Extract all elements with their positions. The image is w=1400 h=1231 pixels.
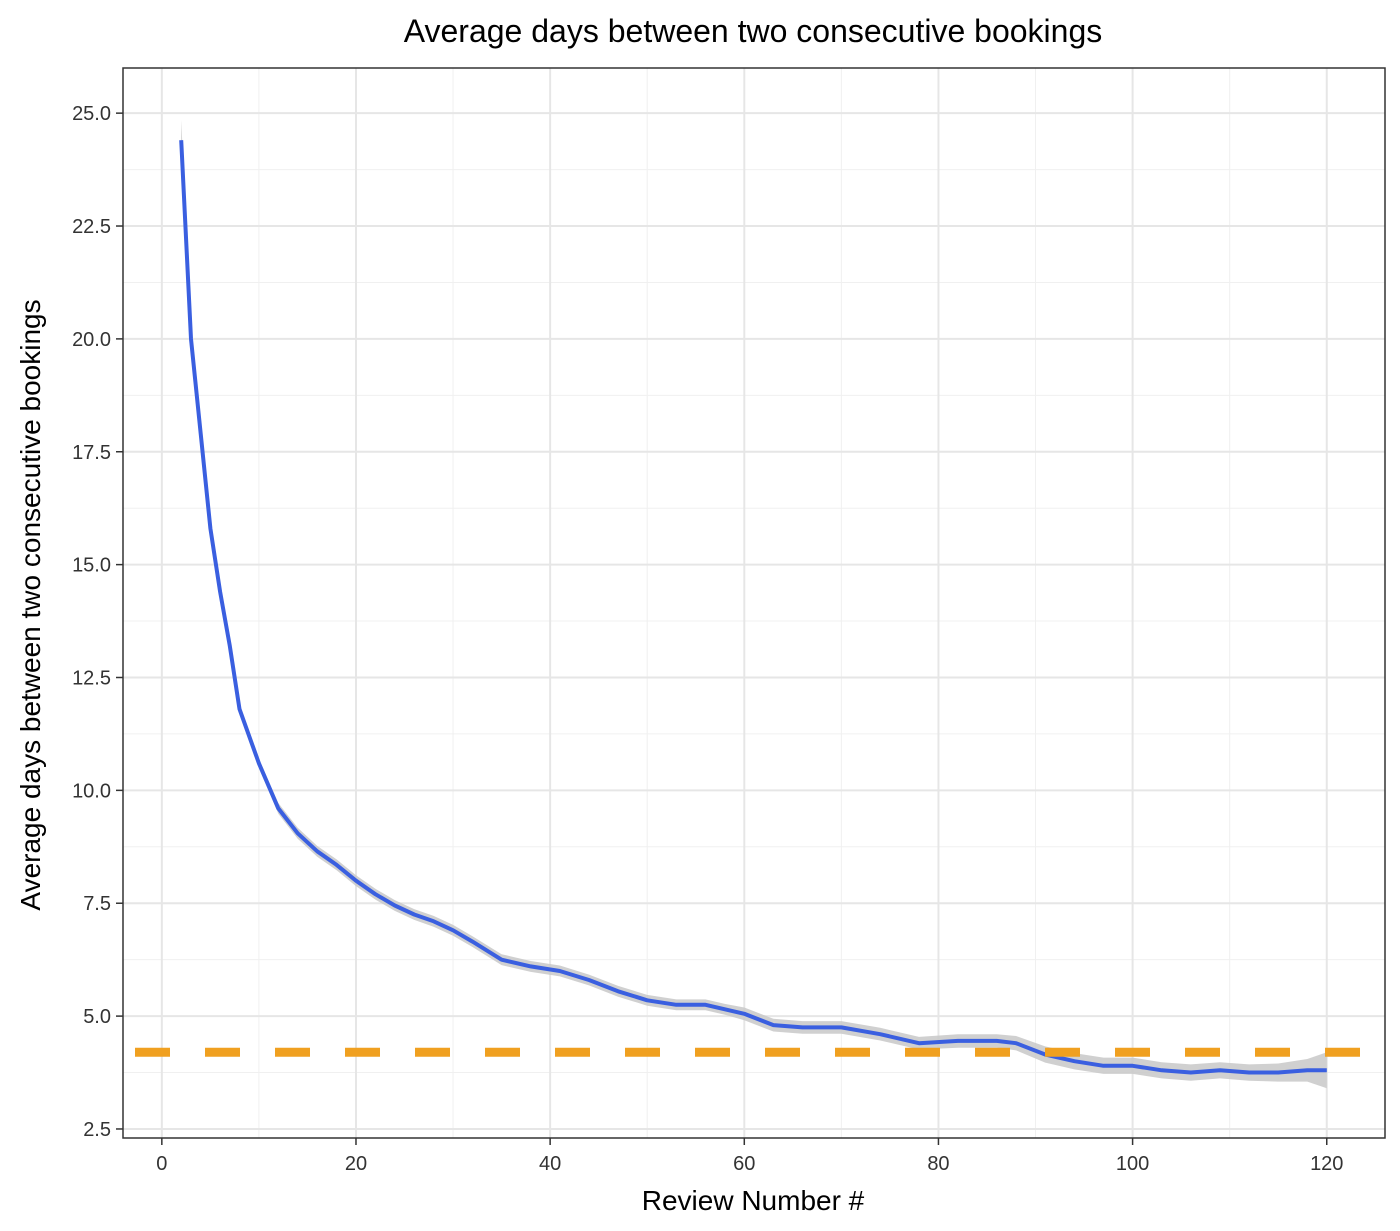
x-tick-label: 0 [156,1153,167,1175]
y-tick-label: 2.5 [83,1119,111,1141]
y-tick-label: 10.0 [72,780,111,802]
x-tick-label: 20 [345,1153,367,1175]
x-tick-label: 100 [1116,1153,1149,1175]
y-tick-label: 17.5 [72,442,111,464]
y-axis: 2.5 5.0 7.5 10.0 12.5 15.0 17.5 20.0 22.5 25.0 [72,103,123,1141]
series-layer [179,119,1327,1089]
y-axis-title: Average days between two consecutive boo… [15,299,46,910]
y-tick-label: 15.0 [72,555,111,577]
x-axis: 0 20 40 60 80 100 120 [156,1138,1343,1175]
plot-panel [123,68,1385,1138]
y-tick-label: 12.5 [72,667,111,689]
minor-gridlines [123,68,1385,1138]
x-tick-label: 120 [1310,1153,1343,1175]
x-tick-label: 60 [733,1153,755,1175]
y-tick-label: 22.5 [72,216,111,238]
plot-border [122,67,1386,1139]
x-axis-title: Review Number # [642,1185,865,1216]
major-gridlines [123,68,1385,1138]
x-tick-label: 40 [539,1153,561,1175]
x-tick-label: 80 [927,1153,949,1175]
series-line [179,140,1327,1075]
y-tick-label: 7.5 [83,893,111,915]
chart-title: Average days between two consecutive boo… [404,13,1103,49]
y-tick-label: 20.0 [72,329,111,351]
y-tick-label: 25.0 [72,103,111,125]
y-tick-label: 5.0 [83,1006,111,1028]
